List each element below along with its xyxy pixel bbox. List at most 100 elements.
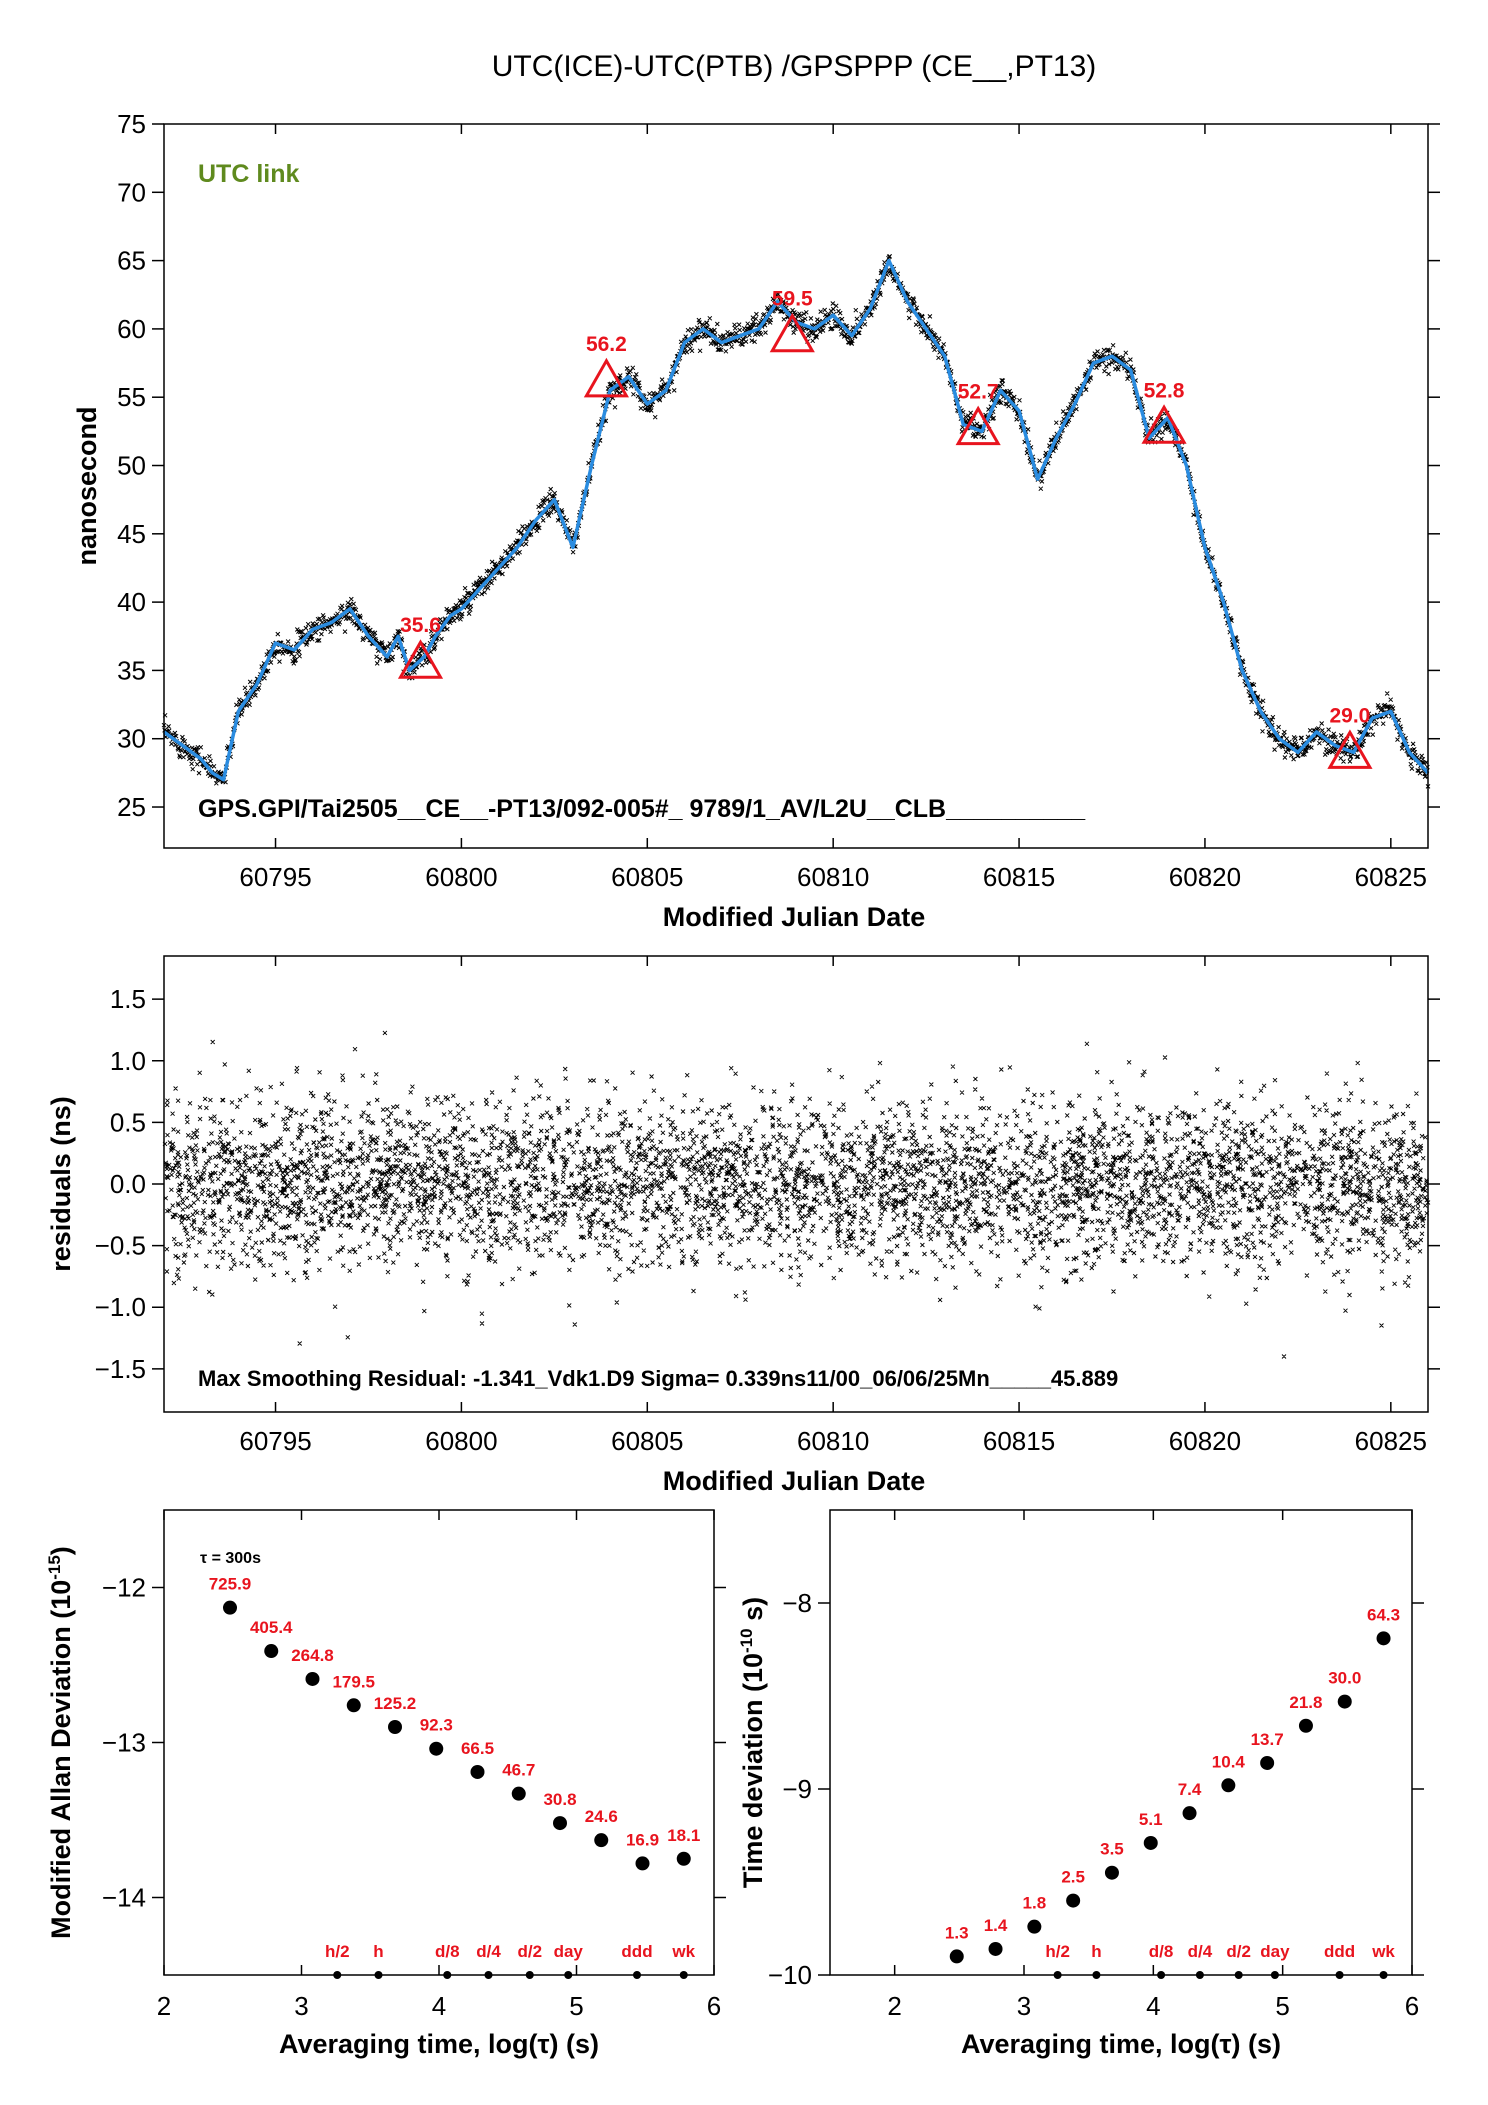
utc-link-annotation: UTC link <box>198 160 299 188</box>
tdev-data-point <box>1143 1835 1158 1850</box>
mdev-tau-mark-label: ddd <box>621 1942 652 1961</box>
ts-footer-text: GPS.GPI/Tai2505__CE__-PT13/092-005#_ 978… <box>198 795 1086 823</box>
tdev-tau-mark-label: ddd <box>1324 1942 1355 1961</box>
residual-points <box>162 1030 1431 1359</box>
mdev-chart: 2 3 4 5 6 −12 −13 −14 725.9 405.4 264.8 179.5 125.29… <box>45 1509 726 2059</box>
mdev-data-point <box>594 1833 609 1848</box>
ts-y-tick-label: 30 <box>117 724 146 754</box>
tdev-y-axis-label-main: Time deviation (10 <box>738 1653 768 1888</box>
ts-x-tick-label: 60795 <box>239 862 311 892</box>
ts-y-tick-label: 50 <box>117 451 146 481</box>
tdev-y-axis-label: Time deviation (10-10 s) <box>737 1597 768 1888</box>
raw-data-points <box>161 254 1431 789</box>
ts-y-tick-label: 60 <box>117 314 146 344</box>
tdev-data-point <box>1104 1865 1119 1880</box>
mdev-data-point <box>346 1698 361 1713</box>
tdev-point-label: 13.7 <box>1251 1730 1284 1749</box>
tdev-tau-mark <box>1157 1971 1166 1979</box>
ts-x-tick-label: 60810 <box>797 862 869 892</box>
tdev-y-axis-label-exponent: -10 <box>737 1628 756 1653</box>
ts-y-tick-label: 55 <box>117 382 146 412</box>
mdev-data-point <box>223 1600 237 1615</box>
tdev-tau-mark-label: h <box>1091 1942 1101 1961</box>
tdev-data-point <box>1221 1778 1236 1793</box>
tdev-point-label: 2.5 <box>1061 1868 1085 1887</box>
triangle-marker <box>1141 404 1187 444</box>
ts-y-tick-label: 70 <box>117 177 146 207</box>
tdev-tau-mark <box>1195 1971 1204 1979</box>
tdev-x-tick-label: 5 <box>1275 1991 1289 2021</box>
tdev-tau-mark <box>1053 1971 1062 1979</box>
ts-x-axis-label: Modified Julian Date <box>663 902 926 932</box>
mdev-tau-mark <box>484 1971 493 1979</box>
tdev-data-point <box>1066 1893 1081 1908</box>
res-x-tick-label: 60810 <box>797 1426 869 1456</box>
tdev-tau-mark-label: d/8 <box>1149 1942 1174 1961</box>
ts-x-tick-label: 60825 <box>1355 862 1427 892</box>
mdev-point-label: 66.5 <box>461 1739 494 1758</box>
mdev-point-label: 18.1 <box>667 1826 700 1845</box>
tdev-tau-mark-label: d/2 <box>1226 1942 1251 1961</box>
marker-label: 52.7 <box>958 381 999 404</box>
ts-x-tick-label: 60815 <box>983 862 1055 892</box>
tdev-tau-mark <box>1092 1971 1101 1979</box>
tdev-plot-frame <box>829 1509 1413 1976</box>
mdev-data-point <box>635 1856 650 1871</box>
mdev-tau-mark <box>525 1971 534 1979</box>
mdev-tau-mark <box>443 1971 452 1979</box>
res-x-tick-label: 60795 <box>239 1426 311 1456</box>
ts-x-tick-label: 60800 <box>425 862 497 892</box>
mdev-point-label: 24.6 <box>585 1807 618 1826</box>
res-y-axis-label: residuals (ns) <box>46 1096 76 1272</box>
res-y-tick-label: 1.0 <box>110 1046 146 1076</box>
mdev-data-point <box>388 1720 402 1734</box>
res-x-axis-label: Modified Julian Date <box>663 1466 926 1496</box>
marker-label: 35.6 <box>400 614 441 637</box>
mdev-point-label: 46.7 <box>502 1761 535 1780</box>
res-y-tick-label: −0.5 <box>95 1231 146 1261</box>
mdev-tau-mark <box>333 1971 342 1979</box>
tdev-chart: 2 3 4 5 6 −8 −9 −10 1.3 1.4 1.8 2.5 3.5 5.1 7.4 10.4 13.… <box>737 1509 1424 2059</box>
mdev-point-label: 179.5 <box>332 1672 375 1691</box>
residuals-chart: 60795 60800 60805 60810 60815 60820 60825 −1.5 −… <box>46 955 1440 1496</box>
tdev-tau-mark-label: h/2 <box>1045 1942 1070 1961</box>
tdev-tau-mark <box>1270 1971 1279 1979</box>
tdev-data-point <box>1376 1631 1391 1646</box>
triangle-marker <box>769 312 815 353</box>
mdev-x-tick-label: 6 <box>707 1991 721 2021</box>
ts-y-tick-label: 25 <box>117 792 146 822</box>
res-x-tick-label: 60825 <box>1355 1426 1427 1456</box>
res-y-tick-label: 0.5 <box>110 1107 146 1137</box>
tdev-point-label: 10.4 <box>1212 1752 1246 1771</box>
mdev-y-tick-label: −14 <box>102 1883 146 1913</box>
tdev-point-label: 1.3 <box>945 1923 969 1942</box>
res-x-tick-label: 60815 <box>983 1426 1055 1456</box>
figure-title: UTC(ICE)-UTC(PTB) /GPSPPP (CE__,PT13) <box>492 50 1097 83</box>
mdev-y-axis-label: Modified Allan Deviation (10-15) <box>45 1546 76 1939</box>
tdev-tau-mark <box>1234 1971 1243 1979</box>
tdev-point-label: 1.4 <box>984 1916 1008 1935</box>
mdev-point-label: 405.4 <box>250 1618 293 1637</box>
tdev-y-tick-label: −10 <box>768 1960 812 1990</box>
tdev-data-point <box>1260 1755 1275 1770</box>
ts-y-tick-label: 45 <box>117 519 146 549</box>
ts-y-tick-label: 65 <box>117 246 146 276</box>
ts-y-axis-label: nanosecond <box>72 406 102 565</box>
tdev-tau-mark <box>1379 1971 1388 1979</box>
tdev-point-label: 64.3 <box>1367 1605 1400 1624</box>
triangle-marker <box>955 405 1001 446</box>
tdev-point-label: 7.4 <box>1178 1780 1202 1799</box>
mdev-x-axis-label: Averaging time, log(τ) (s) <box>279 2029 599 2059</box>
res-y-tick-label: −1.5 <box>95 1354 146 1384</box>
mdev-tau-mark <box>633 1971 641 1979</box>
ts-x-tick-label: 60805 <box>611 862 683 892</box>
mdev-point-label: 125.2 <box>374 1694 417 1713</box>
mdev-tau-mark-label: d/2 <box>517 1942 542 1961</box>
tdev-data-point <box>1027 1919 1042 1934</box>
mdev-y-axis-label-main: Modified Allan Deviation (10 <box>46 1580 76 1939</box>
triangle-marker <box>583 357 629 398</box>
mdev-point-label: 264.8 <box>291 1646 334 1665</box>
res-y-tick-label: 0.0 <box>110 1169 146 1199</box>
mdev-y-axis-label-exponent: -15 <box>45 1555 64 1580</box>
res-y-tick-label: 1.5 <box>110 984 146 1014</box>
